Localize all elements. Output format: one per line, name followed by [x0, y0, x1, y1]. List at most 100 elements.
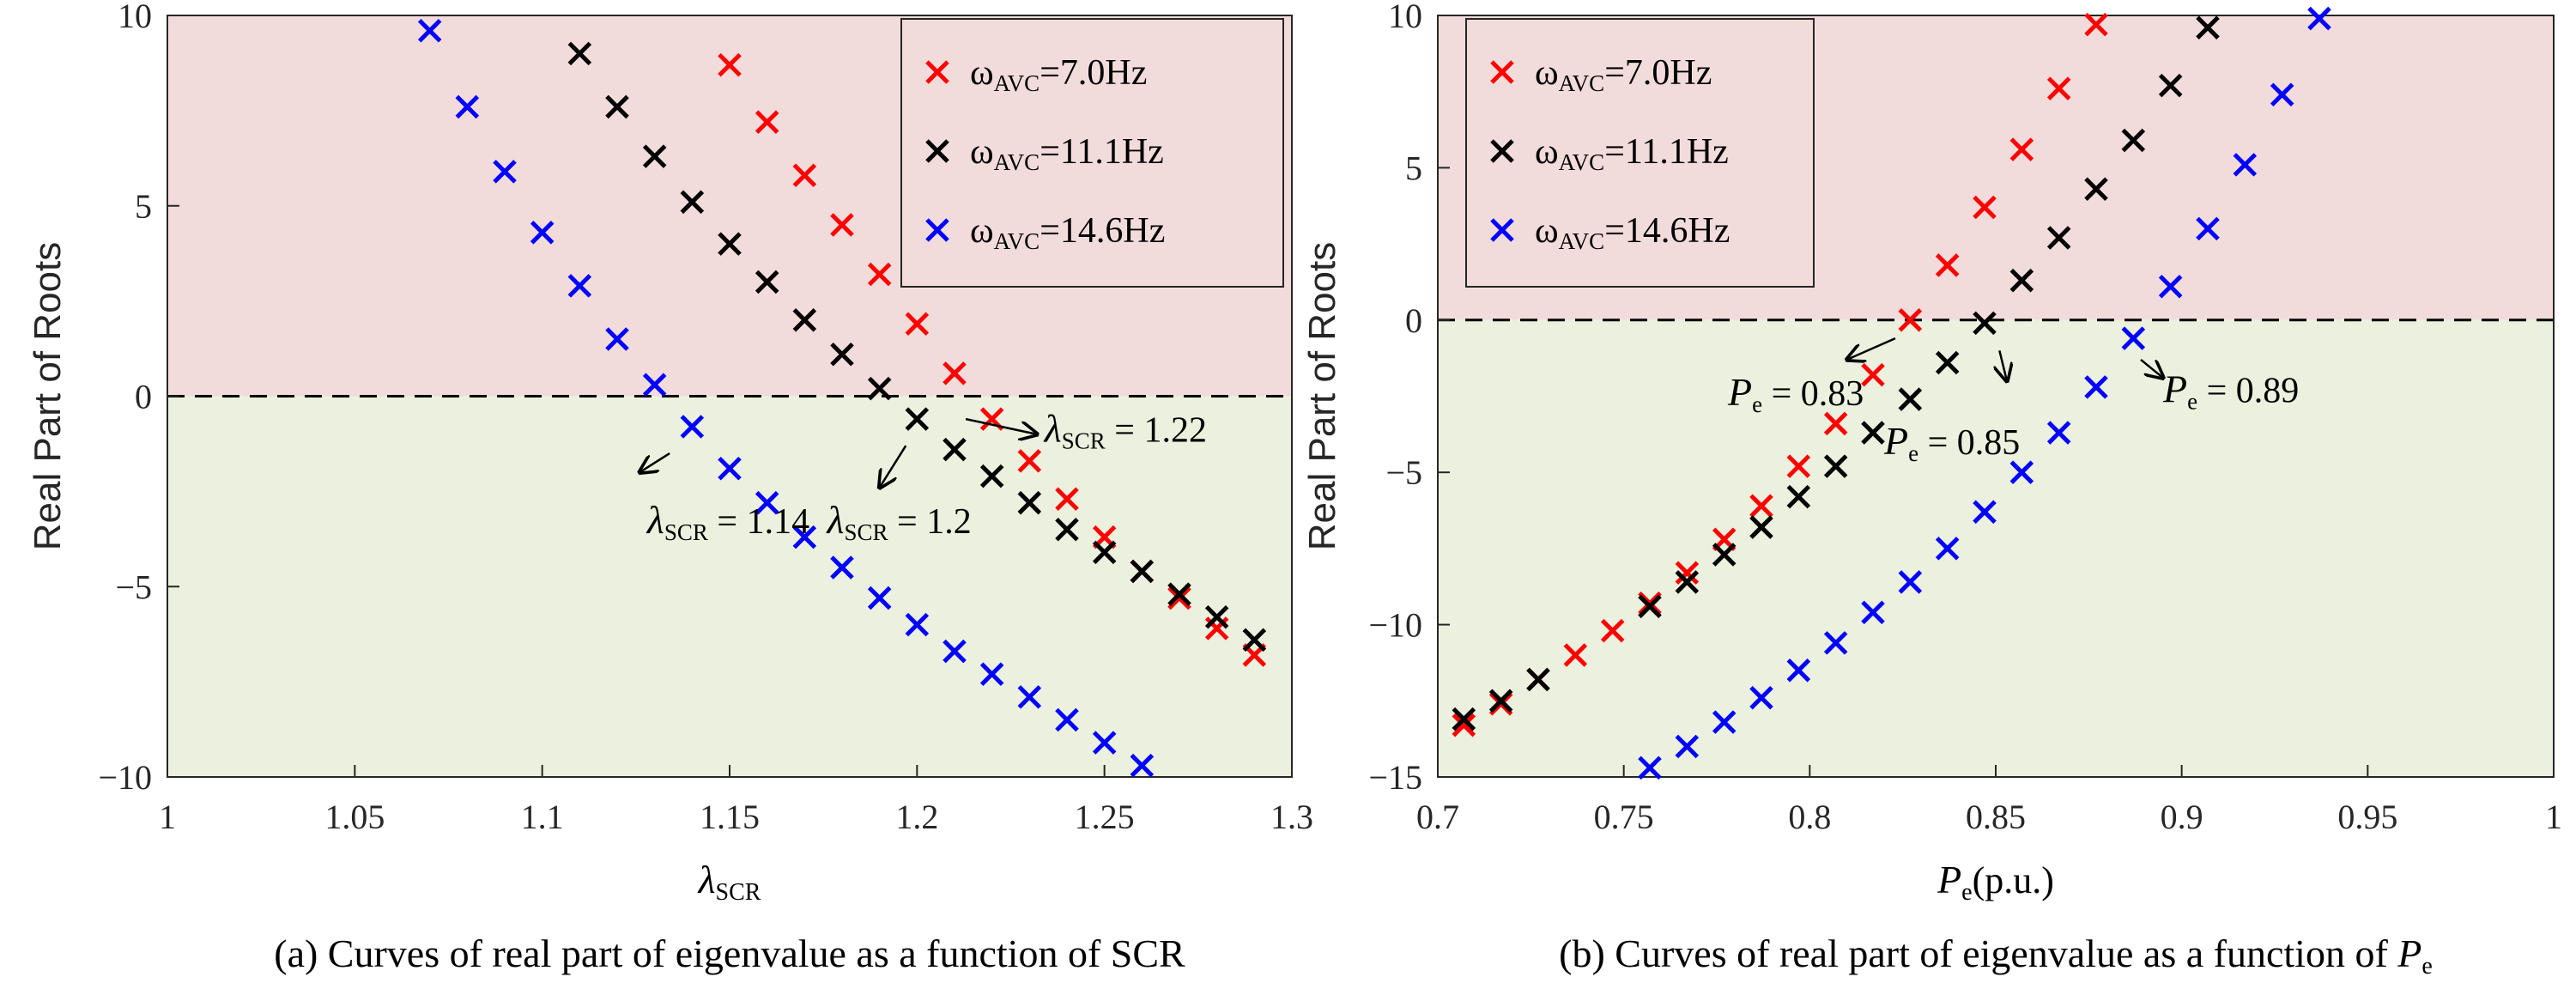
legend-entry: ωAVC=7.0Hz	[1535, 53, 1712, 96]
data-point	[1935, 537, 1960, 561]
data-point	[1786, 484, 1811, 509]
data-point	[755, 490, 779, 515]
data-point	[1823, 411, 1848, 436]
data-point	[567, 41, 592, 66]
annotation-label: Pe = 0.89	[2162, 367, 2299, 415]
legend-entry: ωAVC=14.6Hz	[970, 211, 1165, 254]
data-point	[1017, 449, 1042, 473]
data-point	[605, 327, 629, 351]
data-point	[943, 639, 967, 664]
legend-marker	[1490, 60, 1514, 84]
data-point	[1749, 494, 1773, 518]
data-point	[2158, 73, 2183, 98]
annotation-label: λSCR = 1.22	[1043, 407, 1207, 454]
data-point	[2046, 76, 2071, 100]
data-point	[455, 94, 480, 119]
data-point	[1675, 734, 1700, 759]
data-point	[2121, 326, 2146, 350]
legend-entry: ωAVC=7.0Hz	[970, 53, 1147, 96]
x-tick-label: 1.05	[324, 798, 385, 836]
data-point	[493, 160, 517, 184]
series-1	[1452, 15, 2220, 731]
figure-caption: (b) Curves of real part of eigenvalue as…	[1559, 931, 2433, 980]
data-point	[755, 110, 779, 134]
stable-region	[167, 396, 1292, 777]
data-point	[1861, 362, 1885, 387]
figure-caption: (a) Curves of real part of eigenvalue as…	[274, 931, 1185, 975]
data-point	[792, 525, 817, 549]
x-axis-label: Pe(p.u.)	[1937, 858, 2054, 906]
data-point	[1638, 594, 1662, 619]
annotation-label: Pe = 0.83	[1727, 370, 1864, 417]
x-tick-label: 0.7	[1416, 798, 1459, 836]
data-point	[718, 456, 742, 481]
data-point	[2270, 82, 2294, 107]
data-point	[1600, 618, 1625, 643]
data-point	[1898, 387, 1923, 411]
legend-entry: ωAVC=11.1Hz	[1535, 132, 1729, 175]
annotation-label: λSCR = 1.2	[826, 498, 972, 545]
x-tick-label: 1	[159, 798, 176, 836]
stable-region	[1438, 319, 2554, 777]
x-tick-label: 0.85	[1966, 798, 2026, 836]
data-point	[718, 52, 742, 77]
data-point	[1786, 658, 1811, 683]
annotation-arrow	[1999, 349, 2007, 380]
data-point	[905, 612, 930, 637]
annotation-arrow	[965, 417, 1037, 434]
data-point	[2009, 460, 2034, 484]
y-tick-label: 0	[135, 378, 152, 416]
data-point	[1749, 685, 1773, 710]
x-tick-label: 1.15	[700, 798, 760, 836]
legend-entry: ωAVC=14.6Hz	[1535, 211, 1730, 254]
data-point	[1130, 753, 1155, 778]
x-tick-label: 1.25	[1075, 798, 1135, 836]
data-point	[1898, 570, 1923, 594]
x-tick-label: 0.75	[1594, 798, 1654, 836]
data-point	[1786, 454, 1811, 478]
data-point	[2196, 15, 2220, 39]
data-point	[680, 190, 705, 215]
data-point	[867, 586, 892, 610]
data-point	[2084, 12, 2108, 37]
y-tick-label: 5	[135, 187, 152, 226]
data-point	[2084, 177, 2108, 202]
x-tick-label: 1.3	[1270, 798, 1313, 836]
legend-marker	[925, 60, 949, 84]
annotation-arrow	[880, 445, 907, 488]
data-point	[1861, 421, 1885, 445]
data-point	[1638, 755, 1662, 780]
y-tick-label: −10	[98, 758, 152, 797]
data-point	[1130, 559, 1155, 584]
data-point	[1935, 253, 1960, 277]
data-point	[1973, 195, 1997, 220]
annotation-label: Pe = 0.85	[1883, 419, 2020, 466]
data-point	[2158, 275, 2183, 299]
data-point	[1092, 731, 1117, 755]
series-0	[1452, 12, 2108, 737]
data-point	[1973, 311, 1997, 336]
data-point	[1167, 582, 1191, 606]
data-point	[1167, 586, 1191, 610]
data-point	[2009, 137, 2034, 161]
chart-panel-b: 0.7 0.75 0.8 0.85 0.9 0.95 1 −15 −10 −5 0 5 10 Real P…	[1301, 0, 2562, 980]
y-tick-label: 5	[1405, 149, 1422, 187]
data-point	[792, 163, 817, 188]
data-point	[1823, 631, 1848, 655]
data-point	[1488, 692, 1513, 716]
data-point	[605, 94, 629, 119]
data-point	[1712, 543, 1737, 567]
data-point	[1488, 689, 1513, 713]
data-point	[1675, 570, 1700, 594]
data-point	[1861, 600, 1885, 625]
data-point	[2009, 268, 2034, 293]
data-point	[1055, 707, 1079, 732]
legend-entry: ωAVC=11.1Hz	[970, 132, 1164, 175]
data-point	[1935, 350, 1960, 375]
data-point	[567, 274, 592, 298]
data-point	[642, 144, 667, 168]
x-axis-label: λSCR	[697, 858, 761, 906]
y-tick-label: −5	[115, 567, 152, 606]
data-point	[718, 232, 742, 256]
